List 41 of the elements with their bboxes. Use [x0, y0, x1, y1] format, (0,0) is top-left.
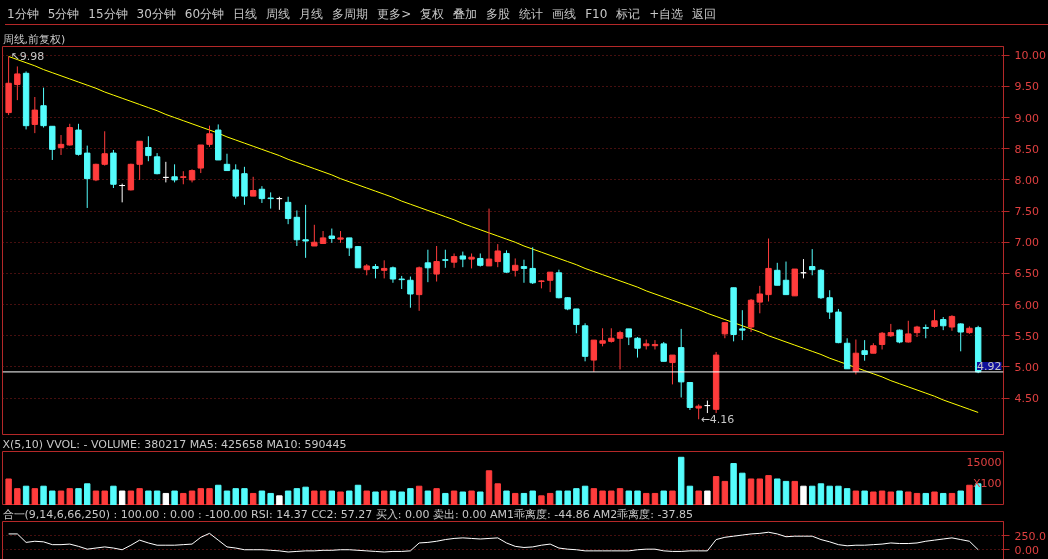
text: 标记 [616, 7, 641, 21]
text: 周线 [266, 7, 291, 21]
y-tick-label: 6.50 [1014, 267, 1039, 281]
text: 多周期 [332, 7, 369, 21]
text: 统计 [519, 7, 544, 21]
text: 返回 [692, 7, 717, 21]
y-tick-label: 10.00 [1014, 49, 1046, 63]
y-tick-label: 4.50 [1014, 392, 1039, 406]
annotation: ↖9.98 [10, 49, 45, 63]
annotation: 15000 [966, 456, 1002, 470]
y-tick-label: 250.0 [1014, 529, 1046, 543]
text: 更多> [377, 7, 412, 21]
y-tick-label: 6.00 [1014, 298, 1039, 312]
text: 叠加 [453, 7, 478, 21]
text: 画线 [552, 7, 577, 21]
text: 复权 [420, 7, 445, 21]
y-tick-label: 8.00 [1014, 173, 1039, 187]
text: 1分钟 [7, 7, 39, 21]
y-tick-label: 9.50 [1014, 80, 1039, 94]
text: 60分钟 [184, 7, 225, 21]
chart-title: 合一(9,14,6,66,250) : 100.00 : 0.00 : -100.00 RSI: 14.37 CC2: 57.27 买入: 0.00 卖出: 0.00 AM1乖离度: -44.86 AM2乖离度: -37.85 [2, 508, 693, 521]
y-tick-label: 7.00 [1014, 236, 1039, 250]
y-tick-label: 5.00 [1014, 360, 1039, 374]
ref-line-label: 4.92 [977, 359, 1002, 373]
text: 30分钟 [136, 7, 176, 21]
text: 15分钟 [88, 7, 128, 21]
chart-title: 周线,前复权) [2, 33, 66, 46]
y-tick-label: 7.50 [1014, 205, 1039, 219]
text: 5分钟 [47, 7, 80, 21]
text: 多股 [486, 7, 511, 21]
text: 日线 [233, 7, 258, 21]
text: 月线 [299, 7, 324, 21]
annotation: ←4.16 [700, 412, 735, 426]
y-tick-label: 8.50 [1014, 142, 1039, 156]
annotation: X100 [972, 477, 1002, 491]
chart-title: X(5,10) VVOL: - VOLUME: 380217 MA5: 425658 MA10: 590445 [2, 438, 347, 451]
y-tick-label: 9.00 [1014, 111, 1039, 125]
text: F10 [585, 7, 608, 21]
y-tick-label: 5.50 [1014, 329, 1039, 343]
text: +自选 [649, 7, 684, 21]
y-tick-label: 0.00 [1014, 543, 1039, 557]
